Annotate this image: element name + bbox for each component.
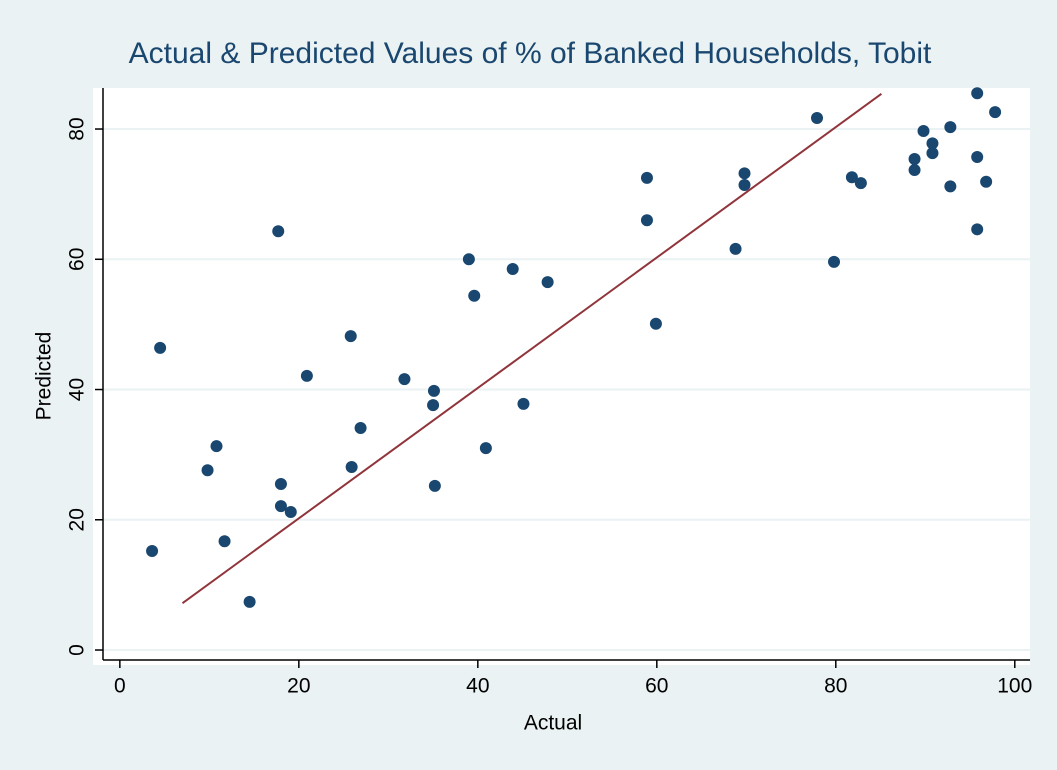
scatter-point [300, 369, 313, 382]
x-tick-label: 0 [114, 675, 126, 698]
scatter-point [398, 373, 411, 386]
x-tick-label: 80 [824, 675, 847, 698]
scatter-point [971, 87, 984, 100]
scatter-point [640, 171, 653, 184]
scatter-point [462, 253, 475, 266]
scatter-point [649, 317, 662, 330]
scatter-point [944, 180, 957, 193]
scatter-point [154, 341, 167, 354]
scatter-point [345, 461, 358, 474]
scatter-point [274, 477, 287, 490]
scatter-point [243, 595, 256, 608]
scatter-point [917, 124, 930, 137]
x-tick-label: 40 [466, 675, 489, 698]
scatter-point [908, 164, 921, 177]
scatter-point [210, 440, 223, 453]
x-tick-label: 60 [645, 675, 668, 698]
scatter-point [274, 500, 287, 513]
x-axis-label: Actual [524, 712, 582, 735]
scatter-point [738, 167, 751, 180]
y-tick-label: 60 [66, 248, 89, 271]
scatter-point [640, 214, 653, 227]
scatter-point [971, 151, 984, 164]
scatter-point [908, 152, 921, 165]
scatter-point [944, 121, 957, 134]
x-tick-label: 100 [997, 675, 1032, 698]
scatter-point [479, 442, 492, 455]
y-tick-label: 20 [66, 508, 89, 531]
scatter-point [854, 177, 867, 190]
x-tick-label: 20 [287, 675, 310, 698]
scatter-point [284, 505, 297, 518]
y-tick-label: 40 [66, 378, 89, 401]
scatter-point [517, 397, 530, 410]
y-tick-label: 0 [66, 644, 89, 656]
y-tick-label: 80 [66, 117, 89, 140]
scatter-point [427, 399, 440, 412]
scatter-point [427, 384, 440, 397]
scatter-point [272, 225, 285, 238]
scatter-point [541, 276, 554, 289]
y-axis-label: Predicted [33, 332, 56, 421]
chart-title: Actual & Predicted Values of % of Banked… [129, 37, 932, 70]
scatter-point [354, 421, 367, 434]
scatter-point [506, 263, 519, 276]
scatter-point [926, 137, 939, 150]
fit-line [181, 93, 883, 604]
scatter-point [971, 223, 984, 236]
scatter-point [926, 147, 939, 160]
scatter-point [146, 545, 159, 558]
scatter-point [218, 535, 231, 548]
scatter-point [828, 255, 841, 268]
scatter-point [738, 179, 751, 192]
scatter-point [989, 106, 1002, 119]
scatter-point [845, 171, 858, 184]
scatter-point [729, 242, 742, 255]
scatter-point [428, 479, 441, 492]
scatter-point [468, 289, 481, 302]
plot-area [93, 88, 1030, 665]
scatter-point [201, 464, 214, 477]
scatter-point [344, 330, 357, 343]
scatter-point [811, 111, 824, 124]
scatter-point [980, 175, 993, 188]
